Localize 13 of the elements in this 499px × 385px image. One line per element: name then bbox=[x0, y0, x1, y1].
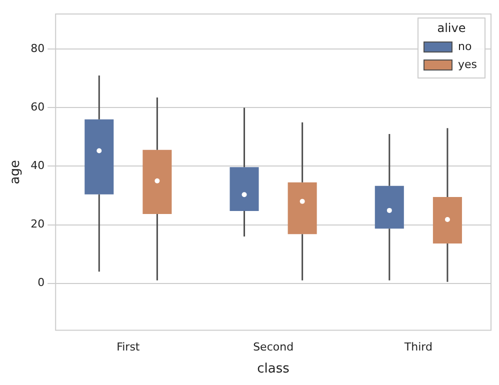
y-tick-label: 20 bbox=[30, 218, 45, 231]
legend-label: no bbox=[458, 40, 472, 53]
y-axis-title: age bbox=[8, 160, 24, 184]
legend-label: yes bbox=[458, 58, 478, 71]
y-tick-label: 60 bbox=[30, 100, 45, 114]
x-tick-label: First bbox=[116, 340, 140, 354]
x-tick-label: Third bbox=[403, 340, 432, 354]
y-tick-label: 80 bbox=[30, 42, 45, 55]
x-tick-label: Second bbox=[253, 340, 294, 354]
y-tick-label: 40 bbox=[30, 159, 45, 172]
legend-title: alive bbox=[437, 21, 466, 36]
y-tick-label: 0 bbox=[38, 276, 45, 290]
x-axis-title: class bbox=[257, 362, 290, 377]
